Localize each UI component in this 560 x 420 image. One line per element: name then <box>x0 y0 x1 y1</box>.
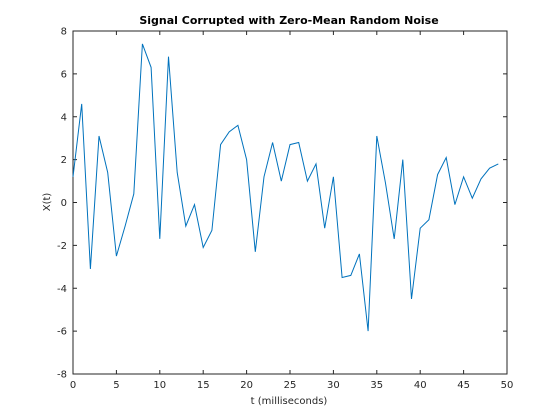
x-axis: 0 5 10 15 20 25 30 35 40 45 50 <box>70 31 514 391</box>
y-tick-label: 0 <box>61 198 67 209</box>
x-tick-label: 45 <box>457 380 470 391</box>
x-tick-label: 10 <box>153 380 166 391</box>
y-tick-label: 2 <box>61 155 67 166</box>
y-tick-label: -8 <box>57 370 67 381</box>
x-tick-label: 15 <box>197 380 210 391</box>
y-tick-label: -6 <box>57 327 67 338</box>
x-tick-label: 25 <box>284 380 297 391</box>
x-tick-label: 30 <box>327 380 340 391</box>
y-axis-label: X(t) <box>42 193 53 212</box>
x-tick-label: 50 <box>501 380 514 391</box>
x-tick-label: 35 <box>370 380 383 391</box>
x-tick-label: 5 <box>113 380 119 391</box>
y-tick-label: 4 <box>61 112 67 123</box>
y-tick-label: 6 <box>61 69 67 80</box>
x-tick-label: 40 <box>414 380 427 391</box>
plot-area <box>72 30 508 375</box>
y-tick-label: -4 <box>57 284 67 295</box>
chart-title: Signal Corrupted with Zero-Mean Random N… <box>139 14 438 27</box>
x-tick-label: 20 <box>240 380 253 391</box>
y-tick-label: -2 <box>57 241 67 252</box>
x-axis-label: t (milliseconds) <box>251 396 328 407</box>
signal-line <box>72 43 499 332</box>
x-tick-label: 0 <box>70 380 76 391</box>
y-tick-label: 8 <box>61 27 67 38</box>
